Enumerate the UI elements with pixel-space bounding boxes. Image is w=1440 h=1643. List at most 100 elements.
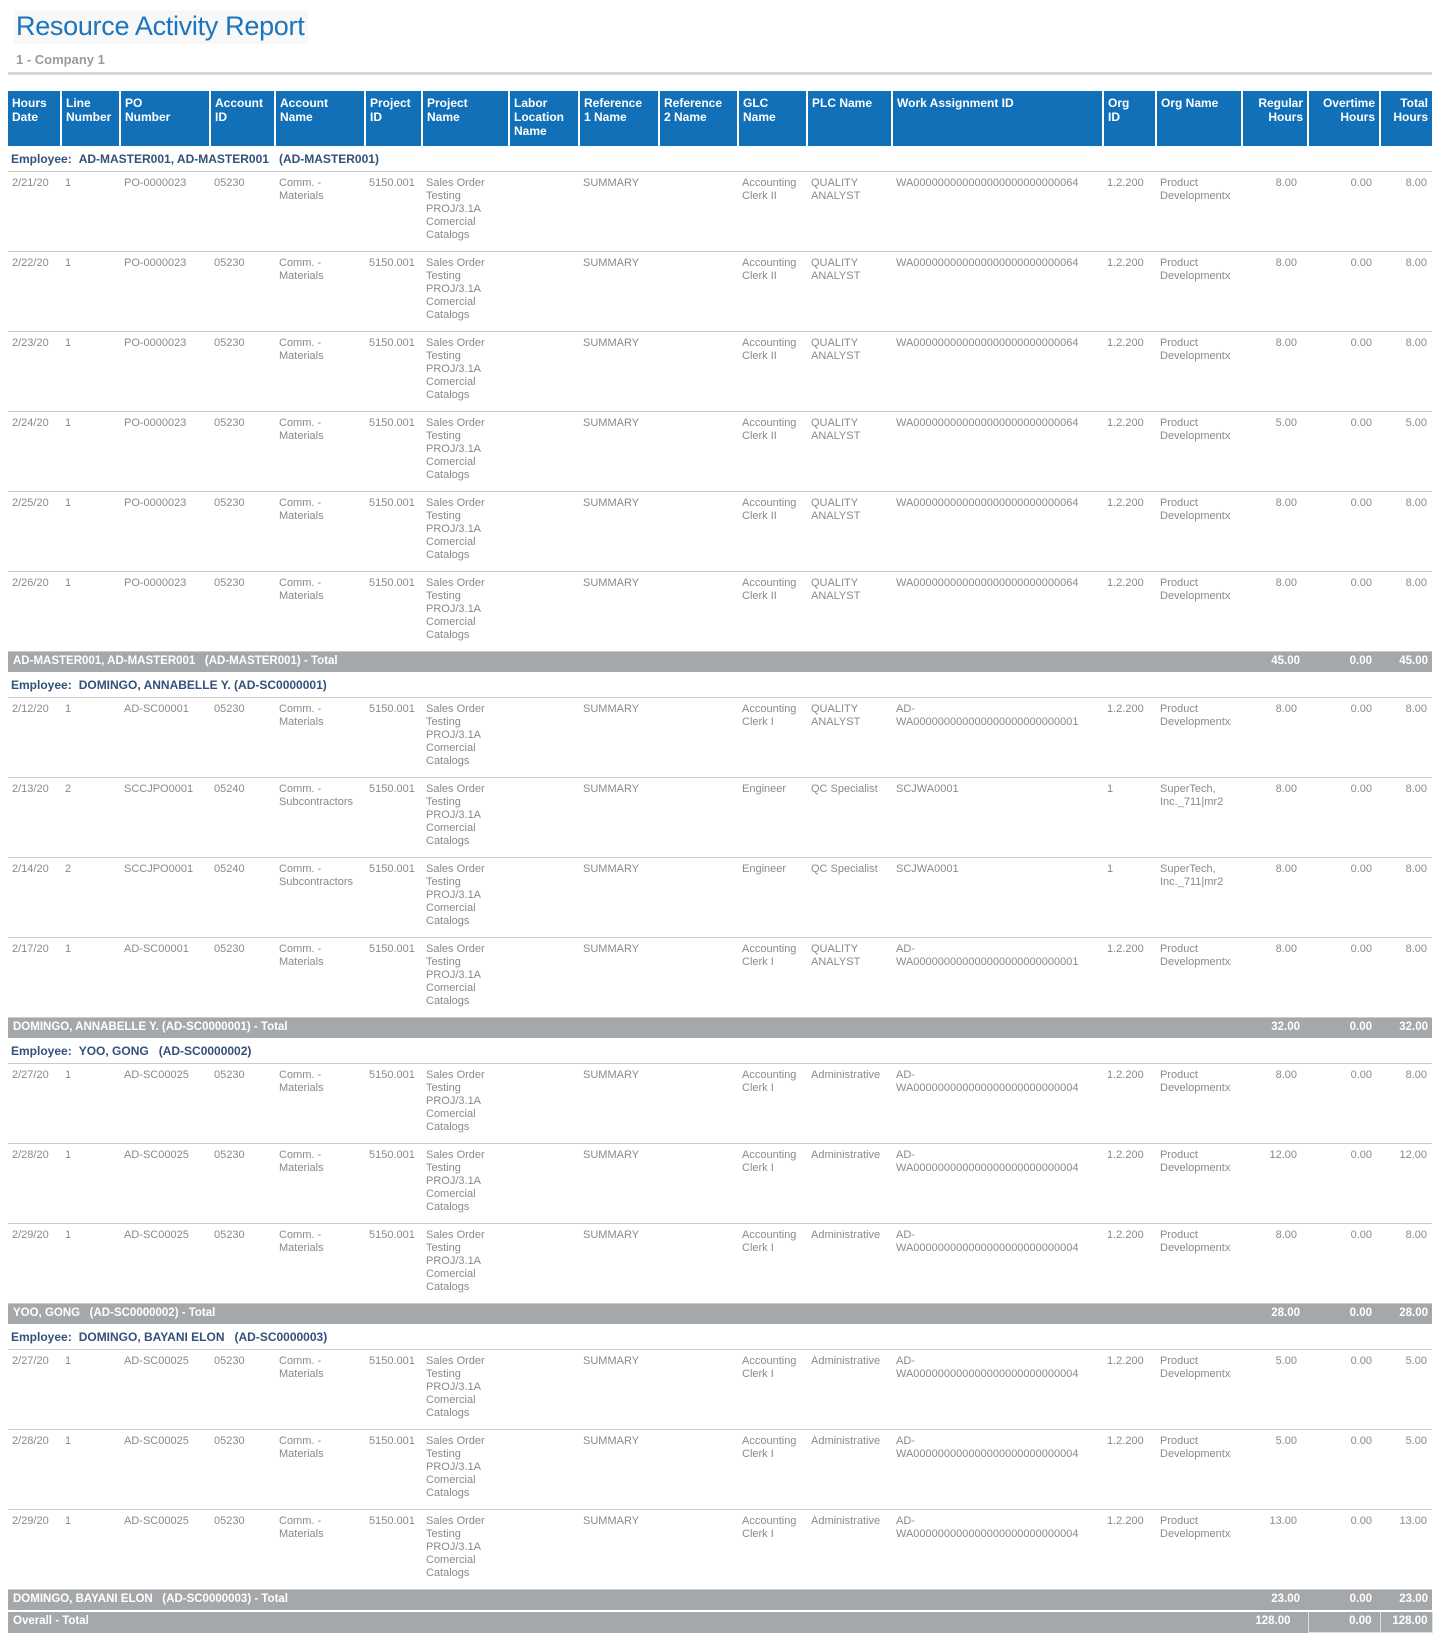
cell-project_name: Sales Order Testing PROJ/3.1A Comercial … [422, 491, 509, 572]
cell-reference_2_name [659, 171, 738, 252]
column-header-reference_2_name: Reference 2 Name [658, 91, 738, 146]
cell-plc_name: Administrative [807, 1429, 892, 1510]
cell-project_name: Sales Order Testing PROJ/3.1A Comercial … [422, 571, 509, 652]
cell-account_id: 05230 [210, 571, 275, 652]
table-row: 2/29/20 1 AD-SC00025 05230 Comm. - Materials… [8, 1509, 1432, 1590]
table-row: 2/25/20 1 PO-0000023 05230 Comm. - Materials… [8, 491, 1432, 572]
cell-plc_name: QUALITY ANALYST [807, 171, 892, 252]
cell-regular_hours: 5.00 [1242, 411, 1308, 492]
cell-org_id: 1.2.200 [1103, 331, 1156, 412]
cell-org_id: 1.2.200 [1103, 1509, 1156, 1590]
cell-po_number: AD-SC00025 [120, 1223, 210, 1304]
table-row: 2/28/20 1 AD-SC00025 05230 Comm. - Materials… [8, 1429, 1432, 1510]
cell-project_name: Sales Order Testing PROJ/3.1A Comercial … [422, 697, 509, 778]
employee-name: AD-MASTER001, AD-MASTER001 (AD-MASTER001… [78, 152, 379, 166]
cell-org_id: 1.2.200 [1103, 697, 1156, 778]
cell-reference_1_name: SUMMARY [579, 171, 659, 252]
cell-regular_hours: 8.00 [1242, 777, 1308, 858]
cell-labor_location_name [509, 857, 579, 938]
cell-org_name: Product Developmentx [1156, 1063, 1242, 1144]
employee-name: DOMINGO, ANNABELLE Y. (AD-SC0000001) [78, 678, 327, 692]
cell-line_number: 1 [61, 1143, 120, 1224]
cell-line_number: 1 [61, 1223, 120, 1304]
cell-reference_2_name [659, 857, 738, 938]
employee-name: YOO, GONG (AD-SC0000002) [78, 1044, 252, 1058]
cell-org_name: Product Developmentx [1156, 411, 1242, 492]
cell-plc_name: Administrative [807, 1143, 892, 1224]
cell-reference_1_name: SUMMARY [579, 1509, 659, 1590]
cell-reference_2_name [659, 1143, 738, 1224]
cell-account_id: 05230 [210, 1349, 275, 1430]
cell-reference_2_name [659, 697, 738, 778]
employee-group-cell: Employee: AD-MASTER001, AD-MASTER001 (AD-… [8, 146, 1432, 172]
cell-reference_1_name: SUMMARY [579, 1223, 659, 1304]
cell-total_hours: 8.00 [1380, 1063, 1432, 1144]
cell-reference_1_name: SUMMARY [579, 697, 659, 778]
cell-org_name: Product Developmentx [1156, 491, 1242, 572]
cell-total_hours: 8.00 [1380, 571, 1432, 652]
cell-account_id: 05230 [210, 411, 275, 492]
cell-project_id: 5150.001 [365, 1143, 422, 1224]
cell-project_id: 5150.001 [365, 171, 422, 252]
cell-org_name: Product Developmentx [1156, 251, 1242, 332]
cell-project_id: 5150.001 [365, 1349, 422, 1430]
cell-hours_date: 2/25/20 [8, 491, 61, 572]
cell-work_assignment_id: AD-WA000000000000000000000000004 [892, 1063, 1103, 1144]
table-row: 2/13/20 2 SCCJPO0001 05240 Comm. - Subcontra… [8, 777, 1432, 858]
cell-reference_2_name [659, 937, 738, 1018]
cell-reference_1_name: SUMMARY [579, 857, 659, 938]
total-total_hours: 32.00 [1380, 1017, 1432, 1038]
cell-po_number: PO-0000023 [120, 411, 210, 492]
cell-glc_name: Accounting Clerk I [738, 697, 807, 778]
cell-labor_location_name [509, 1223, 579, 1304]
cell-total_hours: 8.00 [1380, 251, 1432, 332]
cell-overtime_hours: 0.00 [1308, 411, 1380, 492]
cell-org_name: SuperTech, Inc._711|mr2 [1156, 777, 1242, 858]
cell-line_number: 1 [61, 571, 120, 652]
cell-account_name: Comm. - Materials [275, 171, 365, 252]
cell-org_id: 1.2.200 [1103, 1349, 1156, 1430]
total-overtime_hours: 0.00 [1308, 651, 1380, 672]
cell-work_assignment_id: WA000000000000000000000000064 [892, 571, 1103, 652]
cell-work_assignment_id: WA000000000000000000000000064 [892, 251, 1103, 332]
total-overtime_hours: 0.00 [1307, 1610, 1381, 1633]
cell-reference_2_name [659, 491, 738, 572]
cell-reference_1_name: SUMMARY [579, 777, 659, 858]
cell-po_number: AD-SC00001 [120, 937, 210, 1018]
employee-label: Employee: [11, 1044, 72, 1058]
cell-reference_2_name [659, 571, 738, 652]
cell-account_id: 05240 [210, 857, 275, 938]
employee-group-cell: Employee: YOO, GONG (AD-SC0000002) [8, 1038, 1432, 1064]
group-total-label: YOO, GONG (AD-SC0000002) - Total [8, 1303, 1242, 1324]
cell-org_name: Product Developmentx [1156, 1143, 1242, 1224]
cell-po_number: PO-0000023 [120, 251, 210, 332]
cell-overtime_hours: 0.00 [1308, 171, 1380, 252]
table-row: 2/23/20 1 PO-0000023 05230 Comm. - Materials… [8, 331, 1432, 412]
cell-regular_hours: 12.00 [1242, 1143, 1308, 1224]
cell-reference_2_name [659, 1429, 738, 1510]
cell-reference_1_name: SUMMARY [579, 1143, 659, 1224]
cell-org_id: 1.2.200 [1103, 937, 1156, 1018]
cell-project_name: Sales Order Testing PROJ/3.1A Comercial … [422, 937, 509, 1018]
cell-project_name: Sales Order Testing PROJ/3.1A Comercial … [422, 331, 509, 412]
cell-work_assignment_id: SCJWA0001 [892, 857, 1103, 938]
cell-line_number: 1 [61, 331, 120, 412]
column-header-regular_hours: Regular Hours [1241, 91, 1308, 146]
cell-project_id: 5150.001 [365, 411, 422, 492]
cell-org_id: 1.2.200 [1103, 171, 1156, 252]
cell-hours_date: 2/27/20 [8, 1063, 61, 1144]
total-regular_hours: 23.00 [1242, 1589, 1308, 1611]
cell-total_hours: 8.00 [1380, 171, 1432, 252]
total-overtime_hours: 0.00 [1308, 1303, 1380, 1324]
group-total-row: YOO, GONG (AD-SC0000002) - Total 28.00 0.0… [8, 1303, 1432, 1324]
cell-regular_hours: 8.00 [1242, 697, 1308, 778]
cell-regular_hours: 5.00 [1242, 1429, 1308, 1510]
column-header-org_name: Org Name [1155, 91, 1242, 146]
cell-total_hours: 8.00 [1380, 331, 1432, 412]
employee-group-header: Employee: AD-MASTER001, AD-MASTER001 (AD-… [8, 146, 1432, 172]
cell-total_hours: 8.00 [1380, 697, 1432, 778]
cell-labor_location_name [509, 1349, 579, 1430]
total-overtime_hours: 0.00 [1308, 1017, 1380, 1038]
cell-project_name: Sales Order Testing PROJ/3.1A Comercial … [422, 1143, 509, 1224]
table-row: 2/24/20 1 PO-0000023 05230 Comm. - Materials… [8, 411, 1432, 492]
